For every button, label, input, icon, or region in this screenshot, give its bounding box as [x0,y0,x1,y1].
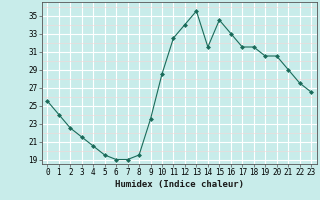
X-axis label: Humidex (Indice chaleur): Humidex (Indice chaleur) [115,180,244,189]
